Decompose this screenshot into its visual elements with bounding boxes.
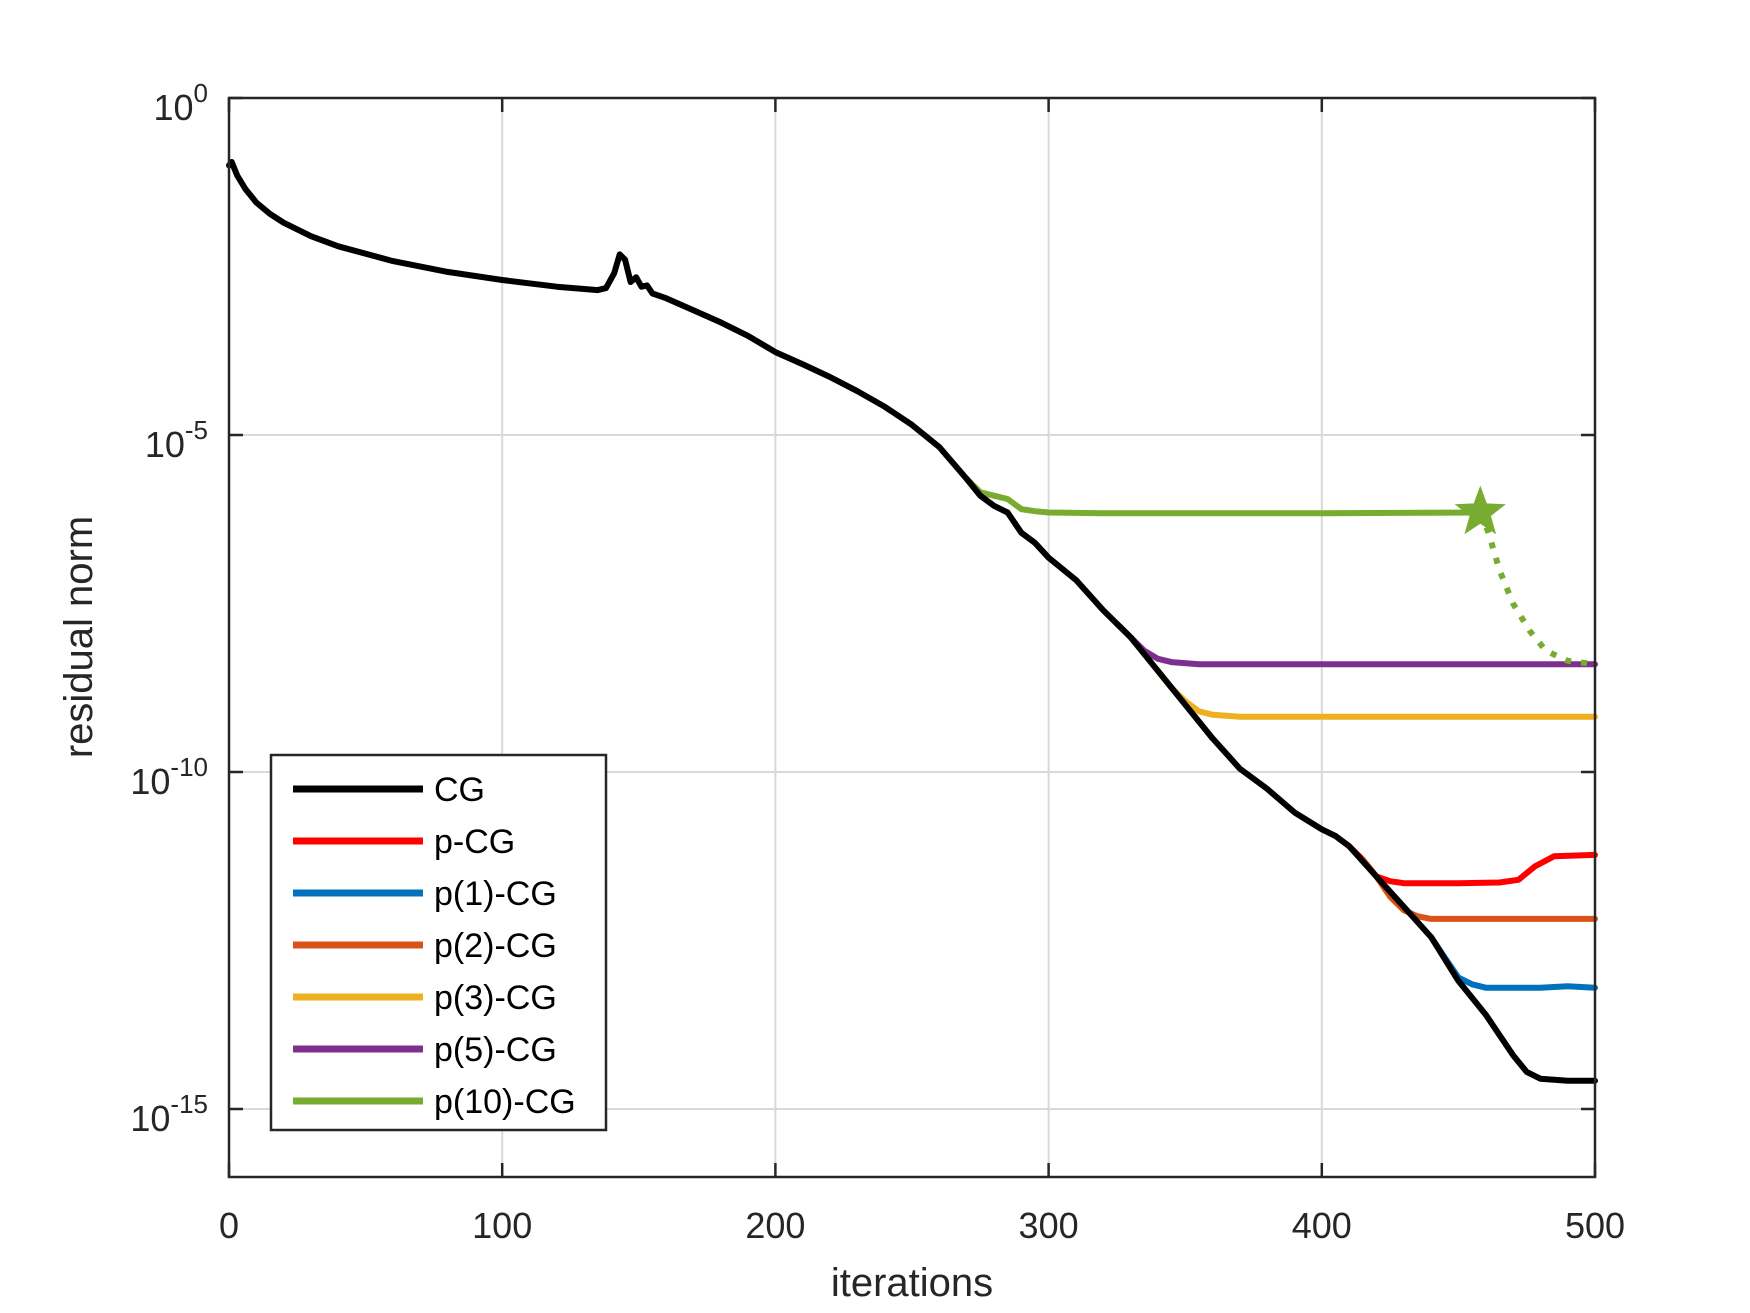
x-tick-label: 0 xyxy=(219,1205,239,1246)
x-tick-label: 300 xyxy=(1019,1205,1079,1246)
legend: CG p-CG p(1)-CG p(2)-CG p(3)-CG p(5)-CG p(10)-… xyxy=(269,753,608,1132)
series-layer xyxy=(226,159,1598,1084)
series-line-p-10-cg xyxy=(963,475,1484,517)
y-tick-labels: 100 10-5 10-10 10-15 xyxy=(130,78,208,1139)
x-tick-label: 200 xyxy=(745,1205,805,1246)
x-tick-label: 500 xyxy=(1565,1205,1625,1246)
legend-label: CG xyxy=(434,771,485,809)
series-line-cg xyxy=(226,159,1598,1084)
star-marker xyxy=(1454,485,1506,535)
y-axis-label: residual norm xyxy=(57,516,101,758)
ticks-layer xyxy=(227,96,1597,1177)
y-tick-label: 10-5 xyxy=(145,415,208,465)
x-tick-label: 400 xyxy=(1292,1205,1352,1246)
legend-label: p(5)-CG xyxy=(434,1031,557,1069)
y-tick-label: 100 xyxy=(153,78,208,128)
y-tick-label: 10-15 xyxy=(130,1089,208,1139)
marker-layer xyxy=(1454,485,1506,535)
legend-label: p(3)-CG xyxy=(434,979,557,1017)
legend-label: p(2)-CG xyxy=(434,927,557,965)
x-tick-label: 100 xyxy=(472,1205,532,1246)
x-tick-labels: 0 100 200 300 400 500 xyxy=(219,1205,1625,1246)
plot-frame xyxy=(227,96,1597,1179)
x-axis-label: iterations xyxy=(831,1261,993,1305)
legend-label: p(1)-CG xyxy=(434,875,557,913)
legend-label: p-CG xyxy=(434,823,515,861)
series-line-p-10-cg-restart xyxy=(1477,511,1596,668)
y-tick-label: 10-10 xyxy=(130,752,208,802)
legend-label: p(10)-CG xyxy=(434,1083,576,1121)
